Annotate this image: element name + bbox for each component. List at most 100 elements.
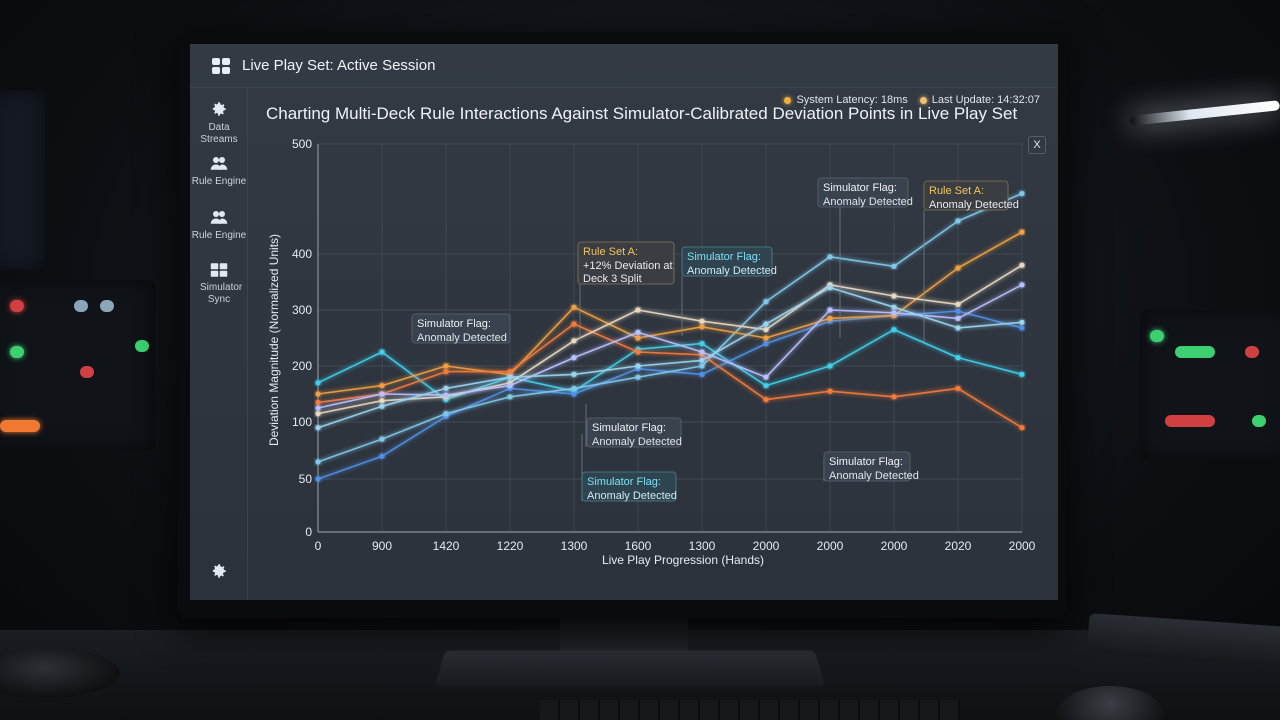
y-tick-label: 400: [292, 247, 312, 261]
x-tick-label: 1300: [561, 539, 588, 553]
data-point: [699, 371, 705, 377]
data-point: [635, 374, 641, 380]
data-point: [827, 307, 833, 313]
sidebar-item-data-streams[interactable]: Data Streams: [190, 100, 248, 146]
status-led: [1245, 346, 1259, 358]
data-point: [1019, 190, 1025, 197]
data-point: [891, 304, 897, 310]
data-point: [315, 411, 321, 417]
status-led: [1150, 330, 1164, 342]
data-point: [635, 363, 641, 369]
x-tick-label: 1600: [625, 539, 652, 553]
y-tick-label: 50: [299, 472, 313, 486]
annotation-box: [823, 451, 911, 482]
x-tick-label: 0: [315, 539, 322, 553]
data-point: [443, 411, 449, 417]
y-axis-label: Deviation Magnitude (Normalized Units): [267, 234, 281, 446]
status-led: [80, 366, 94, 378]
x-tick-label: 1300: [689, 539, 716, 553]
data-point: [827, 254, 833, 260]
series-line: [317, 323, 1023, 429]
annotation-callout: Simulator Flag: Anomaly Detected: [823, 451, 919, 482]
annotation-label: Simulator Flag:: [587, 476, 661, 488]
data-point: [891, 394, 897, 400]
y-tick-label: 0: [305, 525, 312, 539]
annotation-label: Rule Set A:: [583, 246, 638, 258]
data-point: [379, 349, 385, 355]
sidebar-item-label: Rule Engine: [191, 176, 247, 187]
data-point: [379, 453, 385, 459]
sidebar-item-label: Simulator Sync: [200, 282, 243, 305]
annotation-box: [411, 313, 511, 344]
y-tick-label: 200: [292, 359, 312, 373]
sidebar-item-rule-engine[interactable]: Rule Engine: [190, 154, 248, 188]
sidebar-item-label: Data Streams: [200, 122, 238, 145]
ceiling-light: [1129, 100, 1280, 126]
data-point: [699, 318, 705, 324]
annotation-callout: Rule Set A: Anomaly Detected: [923, 180, 1019, 342]
y-tick-label: 500: [292, 137, 312, 151]
status-led: [1165, 415, 1215, 427]
data-point: [571, 304, 577, 310]
data-point: [699, 349, 705, 355]
sidebar-item-simulator-sync[interactable]: Simulator Sync: [190, 262, 248, 306]
last-update-status: Last Update: 14:32:07: [919, 94, 1040, 106]
speaker-device: [0, 648, 120, 698]
close-button[interactable]: X: [1028, 136, 1046, 154]
data-point: [379, 391, 385, 397]
data-point: [891, 327, 897, 333]
x-tick-label: 2000: [1009, 539, 1036, 553]
data-point: [315, 380, 321, 386]
data-point: [443, 392, 449, 398]
data-point: [699, 357, 705, 363]
data-point: [507, 374, 513, 380]
data-point: [507, 394, 513, 400]
data-point: [827, 388, 833, 394]
data-point: [827, 363, 833, 369]
data-point: [315, 405, 321, 411]
latency-text: System Latency: 18ms: [796, 94, 908, 106]
latency-dot: [784, 96, 792, 104]
data-point: [891, 310, 897, 316]
series-line: [317, 284, 1023, 409]
data-point: [379, 383, 385, 389]
data-point: [763, 374, 769, 380]
annotation-label: Simulator Flag:: [829, 456, 903, 468]
data-point: [763, 383, 769, 389]
data-point: [955, 308, 961, 314]
data-point: [955, 385, 961, 391]
status-led: [1175, 346, 1215, 358]
chart-axes: 0 50 100 200 300 400 500 0 900 1420 1220 1300 1600 13…: [267, 137, 1036, 567]
series-line: [317, 264, 1023, 415]
status-led: [10, 346, 24, 358]
status-led: [1252, 415, 1266, 427]
data-point: [379, 403, 385, 409]
series-line: [317, 231, 1023, 395]
grid-icon: [210, 263, 228, 277]
users-icon: [210, 157, 228, 170]
title-bar: Live Play Set: Active Session: [190, 44, 1058, 88]
data-point: [507, 383, 513, 389]
data-point: [443, 385, 449, 391]
data-point: [635, 329, 641, 335]
sidebar-item-rule-engine-2[interactable]: Rule Engine: [190, 208, 248, 242]
chart-series: [315, 190, 1025, 482]
data-point: [635, 335, 641, 341]
status-led: [74, 300, 88, 312]
annotation-callout: Simulator Flag: Anomaly Detected: [681, 246, 777, 336]
annotation-label: Rule Set A:: [929, 185, 984, 197]
data-point: [763, 321, 769, 327]
x-axis-label: Live Play Progression (Hands): [602, 553, 764, 567]
last-update-text: Last Update: 14:32:07: [931, 94, 1040, 106]
x-tick-label: 900: [372, 539, 392, 553]
annotation-callout: Simulator Flag: Anomaly Detected: [817, 177, 913, 338]
sidebar: Data Streams Rule Engine Rule Engine Sim…: [190, 88, 248, 600]
sidebar-item-label: Rule Engine: [191, 230, 247, 241]
data-point: [571, 338, 577, 344]
settings-button[interactable]: [190, 562, 248, 584]
annotation-label: Simulator Flag:: [823, 182, 897, 194]
data-point: [763, 397, 769, 403]
status-led: [135, 340, 149, 352]
annotation-text: Anomaly Detected: [823, 196, 913, 208]
